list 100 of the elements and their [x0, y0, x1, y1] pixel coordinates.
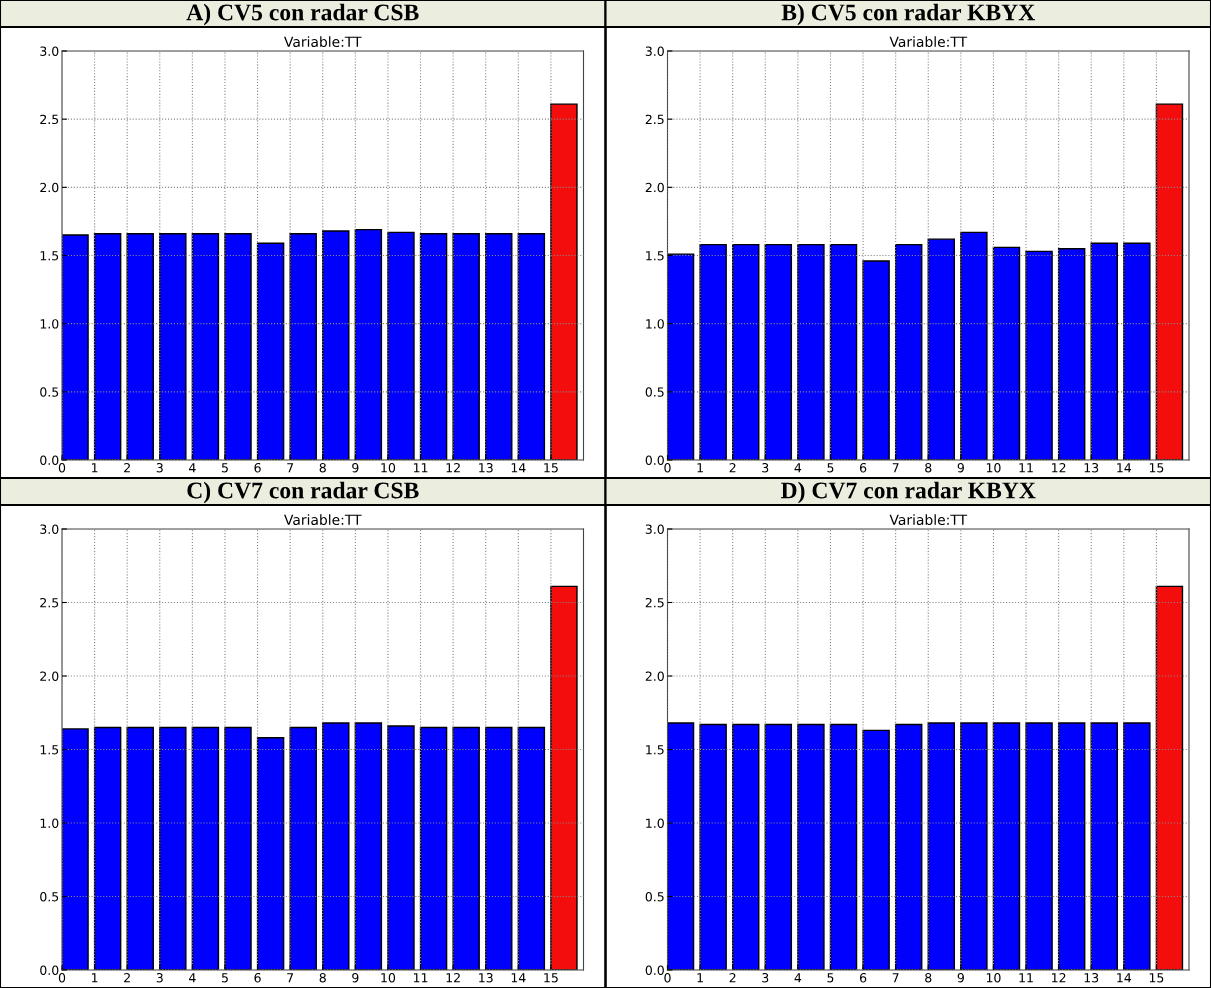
chart-title: D) CV7 con radar KBYX	[780, 481, 1036, 504]
x-tick-label: 5	[827, 973, 834, 983]
bar	[517, 726, 546, 970]
x-tick-label: 15	[544, 463, 558, 473]
x-tick-label: 15	[544, 973, 558, 983]
x-tick-label: 0	[58, 463, 66, 473]
x-tick-label: 13	[479, 973, 493, 983]
y-tick-label: 0.0	[40, 455, 59, 465]
x-tick-label: 1	[91, 463, 98, 473]
bar	[159, 232, 187, 460]
x-tick-label: 14	[1117, 973, 1132, 983]
bar	[829, 243, 858, 460]
chart-subtitle: Variable:TT	[889, 36, 968, 48]
y-tick-label: 2.5	[645, 597, 664, 608]
x-tick-label: 4	[794, 973, 802, 983]
y-tick-label: 1.0	[40, 319, 59, 329]
bar	[126, 726, 154, 970]
bar	[829, 723, 858, 970]
bar	[731, 723, 760, 970]
bar	[191, 726, 220, 970]
bar	[289, 232, 317, 460]
bar	[387, 231, 415, 460]
y-tick-label: 2.0	[645, 182, 664, 193]
bar	[322, 722, 350, 970]
bar	[992, 246, 1021, 460]
x-tick-label: 12	[1052, 973, 1066, 983]
x-tick-label: 7	[287, 973, 294, 983]
bar	[191, 232, 220, 460]
x-tick-label: 3	[762, 973, 769, 983]
y-tick-label: 3.0	[40, 46, 59, 56]
x-tick-label: 9	[352, 463, 359, 473]
bar	[256, 737, 285, 970]
bar	[224, 232, 252, 460]
bar	[256, 242, 285, 460]
x-tick-label: 15	[1149, 973, 1164, 983]
x-tick-label: 6	[254, 973, 261, 983]
y-tick-label: 3.0	[645, 46, 664, 56]
x-tick-label: 14	[511, 973, 526, 983]
bar	[1057, 722, 1086, 970]
y-tick-label: 1.0	[646, 818, 664, 828]
x-tick-label: 4	[794, 463, 802, 473]
x-tick-label: 3	[156, 463, 163, 473]
y-tick-label: 1.5	[40, 251, 59, 261]
bar	[1057, 247, 1086, 460]
x-tick-label: 0	[664, 973, 671, 983]
bar	[927, 722, 956, 970]
x-tick-label: 2	[729, 463, 736, 473]
bar	[1090, 722, 1118, 970]
x-tick-label: 13	[479, 463, 493, 473]
x-tick-label: 5	[221, 463, 228, 473]
bar	[862, 260, 890, 460]
x-tick-label: 10	[381, 973, 396, 983]
bar	[1123, 242, 1151, 460]
x-tick-label: 3	[156, 973, 163, 983]
y-tick-label: 3.0	[645, 524, 664, 534]
bar	[322, 230, 350, 460]
chart-title: C) CV7 con radar CSB	[187, 481, 419, 504]
y-tick-label: 0.0	[645, 965, 664, 975]
bar	[354, 722, 383, 970]
bar	[1090, 242, 1118, 460]
bar	[1155, 585, 1184, 970]
x-tick-label: 13	[1084, 463, 1099, 473]
bar	[667, 253, 695, 460]
bar	[62, 234, 89, 460]
bar	[764, 243, 793, 460]
x-tick-label: 8	[925, 463, 932, 473]
bar	[1025, 722, 1053, 970]
x-tick-label: 13	[1084, 973, 1099, 983]
bar	[452, 726, 480, 970]
bar	[93, 726, 122, 970]
bar	[960, 722, 988, 970]
bar	[797, 243, 825, 460]
bar	[126, 232, 154, 460]
x-tick-label: 0	[664, 463, 671, 473]
bar	[485, 726, 513, 970]
bar	[894, 243, 923, 460]
bar	[550, 585, 578, 970]
x-tick-label: 4	[189, 973, 196, 983]
x-tick-label: 1	[91, 973, 98, 983]
x-tick-label: 15	[1149, 463, 1164, 473]
x-tick-label: 1	[697, 973, 703, 983]
bar	[1025, 250, 1053, 460]
y-tick-label: 1.5	[40, 745, 59, 755]
x-tick-label: 10	[381, 463, 396, 473]
bar	[289, 726, 317, 970]
x-tick-label: 11	[1019, 973, 1033, 983]
x-tick-label: 2	[124, 973, 130, 983]
x-tick-label: 6	[859, 463, 867, 473]
y-tick-label: 2.0	[645, 671, 664, 681]
y-tick-label: 0.0	[645, 455, 664, 465]
chart-subtitle: Variable:TT	[284, 36, 362, 48]
bar	[699, 243, 727, 460]
bar	[667, 722, 695, 970]
bar	[419, 726, 448, 970]
bar	[992, 722, 1021, 970]
x-tick-label: 8	[319, 973, 326, 983]
y-tick-label: 0.5	[40, 387, 59, 397]
bar	[797, 723, 825, 970]
y-tick-label: 0.5	[40, 891, 59, 902]
bar	[894, 723, 923, 970]
